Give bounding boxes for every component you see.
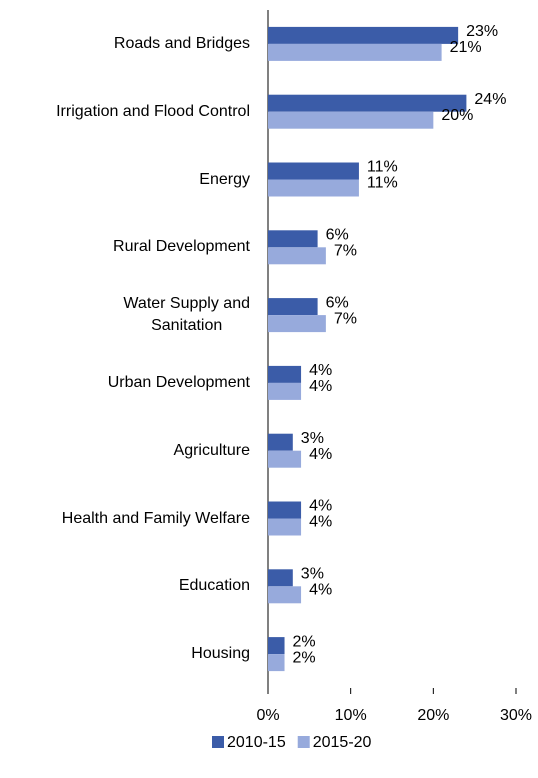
value-label: 4% [309,514,332,531]
x-tick-label: 20% [417,707,449,724]
value-label: 7% [334,310,357,327]
bar [268,518,302,536]
value-label: 2% [293,633,316,650]
value-label: 11% [367,159,398,176]
bar [268,365,302,383]
value-label: 23% [466,23,498,40]
legend-swatch [212,736,224,748]
category-label: Roads and Bridges [113,34,250,52]
value-label: 4% [309,378,332,395]
bar [268,637,285,655]
bar [268,315,326,333]
value-label: 4% [309,446,332,463]
bar [268,298,318,316]
category-label: Education [178,577,250,595]
value-label: 7% [334,243,357,260]
category-label: Urban Development [107,373,250,391]
category-label: Rural Development [113,238,250,256]
legend-label: 2015-20 [313,734,372,751]
category-label: Health and Family Welfare [61,509,250,527]
value-label: 3% [301,566,324,583]
value-label: 4% [309,362,332,379]
x-tick-label: 30% [500,707,532,724]
category-label: Water Supply and Sanitation [123,295,250,335]
category-label: Irrigation and Flood Control [56,102,250,120]
bar [268,26,459,44]
bar [268,247,326,265]
bar [268,433,293,451]
bar [268,111,434,129]
value-label: 11% [367,175,398,192]
value-label: 6% [326,227,349,244]
value-label: 3% [301,430,324,447]
value-label: 21% [450,39,482,56]
category-label: Housing [191,645,250,663]
legend-label: 2010-15 [227,734,286,751]
bar [268,654,285,672]
bar [268,586,302,604]
x-tick-label: 10% [335,707,367,724]
bar [268,382,302,400]
bar [268,450,302,468]
bar [268,501,302,519]
bar [268,179,359,197]
bar [268,94,467,112]
category-label: Energy [199,170,250,188]
bar [268,230,318,248]
bar [268,569,293,587]
category-label: Agriculture [173,441,250,459]
bar [268,162,359,180]
x-tick-label: 0% [256,707,279,724]
value-label: 2% [293,649,316,666]
value-label: 24% [474,91,506,108]
bar [268,43,442,61]
value-label: 20% [441,107,473,124]
value-label: 4% [309,498,332,515]
value-label: 4% [309,582,332,599]
legend-swatch [297,736,310,748]
value-label: 6% [326,294,349,311]
